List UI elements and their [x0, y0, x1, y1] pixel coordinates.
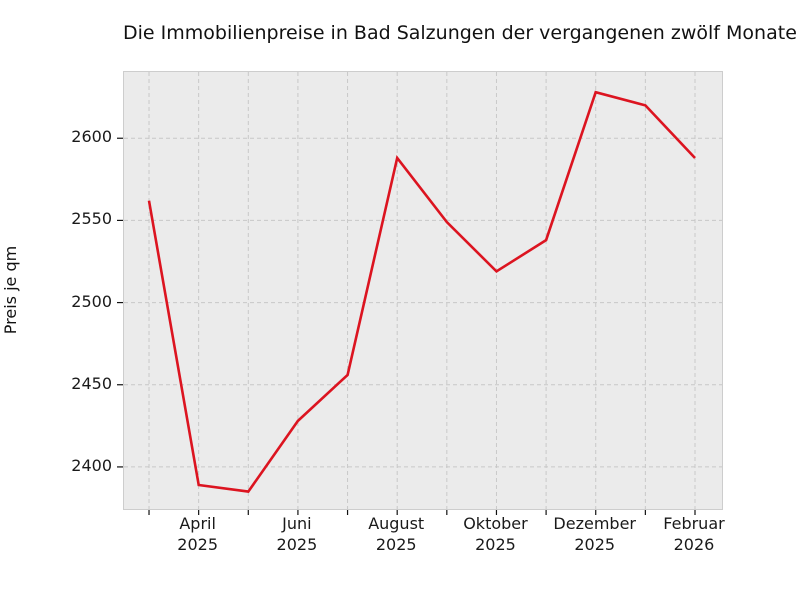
x-tick-year: 2025 [574, 535, 616, 554]
price-line-series [147, 90, 696, 493]
y-tick-label: 2400 [71, 455, 112, 475]
x-tick-year: 2025 [276, 535, 318, 554]
x-tick-month: Oktober [463, 514, 528, 533]
line-chart [117, 72, 722, 515]
x-tick-year: 2025 [177, 535, 218, 554]
y-tick-label: 2600 [71, 127, 112, 147]
x-tick-year: 2025 [475, 535, 516, 554]
y-tick-label: 2450 [71, 373, 112, 393]
x-tick-month: Februar [663, 514, 725, 533]
x-tick-month: Dezember [553, 514, 636, 533]
x-tick-label: August 2025 [326, 513, 466, 555]
x-tick-month: Juni [282, 514, 312, 533]
y-tick-label: 2550 [71, 209, 112, 229]
chart-title: Die Immobilienpreise in Bad Salzungen de… [123, 22, 797, 44]
y-tick-label: 2500 [71, 291, 112, 311]
plot-area [117, 71, 723, 515]
x-tick-label: Oktober 2025 [425, 513, 565, 555]
y-axis-label: Preis je qm [1, 245, 20, 335]
x-tick-label: Februar 2026 [624, 513, 764, 555]
x-tick-year: 2025 [375, 535, 417, 554]
x-tick-year: 2026 [673, 535, 715, 554]
x-tick-label: Juni 2025 [227, 513, 367, 555]
x-tick-label: Dezember 2025 [525, 513, 665, 555]
x-tick-month: August [368, 514, 425, 533]
x-tick-label: April 2025 [128, 513, 268, 555]
x-tick-month: April [179, 514, 216, 533]
